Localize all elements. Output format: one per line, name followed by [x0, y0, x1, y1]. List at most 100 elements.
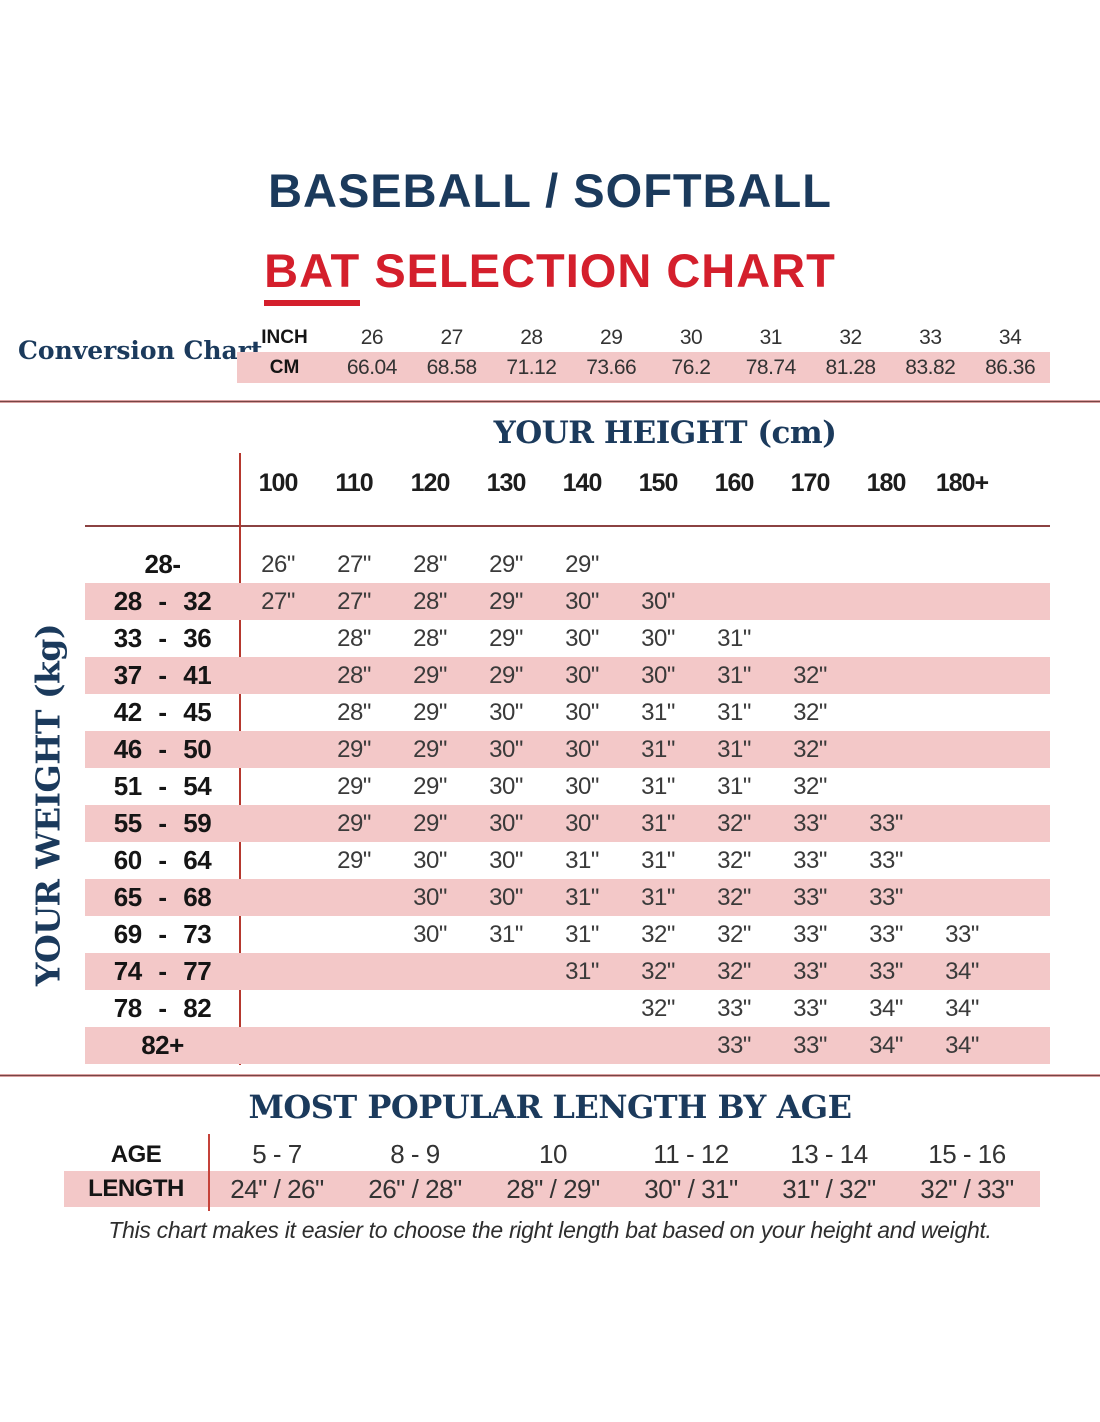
bat-size-cell: 33" [869, 883, 903, 911]
bat-size-cell: 31" [717, 735, 751, 763]
bat-size-cell: 30" [489, 883, 523, 911]
bat-size-cell: 31" [565, 883, 599, 911]
bat-size-cell: 33" [869, 920, 903, 948]
conversion-inch-value: 30 [679, 325, 703, 349]
bat-size-cell: 30" [489, 772, 523, 800]
size-matrix-row: 28- 26" 27" 28" 29" 29" [85, 546, 1050, 583]
bat-size-cell: 34" [945, 994, 979, 1022]
height-column-header: 130 [486, 468, 527, 497]
size-matrix-row: 51 - 54 29" 29" 30" 30" 31" 31" 32" [85, 768, 1050, 805]
bottom-divider-rule [0, 1074, 1100, 1077]
conversion-inch-value: 27 [440, 325, 463, 349]
bat-size-cell: 29" [413, 698, 447, 726]
bat-size-cell: 33" [793, 809, 827, 837]
height-column-header: 140 [562, 468, 603, 497]
bat-size-cell: 31" [641, 772, 675, 800]
page-subtitle: BAT SELECTION CHART [0, 243, 1100, 306]
bat-size-cell: 30" [641, 624, 675, 652]
page-title: BASEBALL / SOFTBALL [268, 164, 832, 217]
bat-size-cell: 30" [565, 698, 599, 726]
size-matrix-row: 69 - 73 30" 31" 31" 32" 32" 33" 33" 33" [85, 916, 1050, 953]
bat-size-cell: 33" [717, 994, 751, 1022]
conversion-cm-value: 76.2 [671, 355, 711, 379]
conversion-chart-label: Conversion Chart [18, 336, 263, 365]
conversion-inch-value: 28 [520, 325, 543, 349]
conversion-cm-value: 81.28 [825, 355, 877, 379]
top-divider-rule [0, 400, 1100, 403]
height-axis-header: YOUR HEIGHT (cm) [493, 415, 837, 451]
bat-size-cell: 33" [793, 994, 827, 1022]
weight-range-label: 33 - 36 [113, 623, 212, 653]
bat-size-cell: 34" [945, 957, 979, 985]
age-length-table: AGE 5 - 7 8 - 9 10 11 - 12 13 - 14 15 - 16 LE… [64, 1138, 1040, 1207]
bat-size-cell: 29" [337, 809, 371, 837]
conversion-cm-row: CM 66.04 68.58 71.12 73.66 76.2 78.74 81.28 83.… [237, 352, 1050, 383]
conversion-inch-value: 29 [600, 325, 623, 349]
bat-size-cell: 32" [641, 920, 675, 948]
bat-size-cell: 30" [565, 661, 599, 689]
bat-size-cell: 30" [565, 587, 599, 615]
bat-size-cell: 30" [641, 661, 675, 689]
length-row: LENGTH 24" / 26" 26" / 28" 28" / 29" 30" / … [64, 1171, 1040, 1207]
bat-size-cell: 32" [793, 661, 827, 689]
bat-size-cell: 28" [413, 624, 447, 652]
size-matrix-rows: 28- 26" 27" 28" 29" 29" 28 - 32 27" 27" 28" 29" 30"… [85, 546, 1050, 1064]
header-underline [85, 525, 1050, 527]
conversion-cm-value: 83.82 [905, 355, 956, 379]
bat-size-cell: 30" [413, 846, 447, 874]
length-value: 24" / 26" [230, 1173, 324, 1204]
height-column-header: 150 [638, 468, 679, 497]
weight-range-label: 28- [144, 549, 181, 579]
conversion-cm-value: 68.58 [426, 355, 478, 379]
bat-size-cell: 33" [945, 920, 979, 948]
conversion-inch-value: 34 [998, 325, 1022, 349]
age-range-value: 8 - 9 [390, 1139, 440, 1169]
height-column-header: 120 [410, 468, 451, 497]
bat-size-cell: 29" [413, 772, 447, 800]
size-matrix-row: 55 - 59 29" 29" 30" 30" 31" 32" 33" 33" [85, 805, 1050, 842]
bat-size-cell: 32" [717, 920, 751, 948]
bat-size-cell: 29" [565, 550, 599, 578]
size-matrix-row: 28 - 32 27" 27" 28" 29" 30" 30" [85, 583, 1050, 620]
age-range-value: 11 - 12 [653, 1139, 729, 1169]
bat-size-cell: 32" [641, 957, 675, 985]
bat-size-cell: 32" [793, 772, 827, 800]
size-matrix-row: 78 - 82 32" 33" 33" 34" 34" [85, 990, 1050, 1027]
bat-size-cell: 30" [489, 846, 523, 874]
bat-size-cell: 27" [337, 550, 371, 578]
bat-size-cell: 29" [337, 735, 371, 763]
bat-size-cell: 31" [641, 883, 675, 911]
bat-size-cell: 32" [717, 809, 751, 837]
bat-size-cell: 26" [261, 550, 295, 578]
bat-size-cell: 29" [337, 846, 371, 874]
bat-size-cell: 32" [717, 957, 751, 985]
height-column-header: 110 [335, 468, 373, 497]
size-matrix-row: 37 - 41 28" 29" 29" 30" 30" 31" 32" [85, 657, 1050, 694]
conversion-inch-row: INCH 26 27 28 29 30 31 32 33 34 [237, 323, 1050, 352]
weight-range-label: 42 - 45 [113, 697, 212, 727]
bat-size-cell: 31" [565, 920, 599, 948]
bat-size-cell: 29" [337, 772, 371, 800]
bat-size-cell: 33" [869, 809, 903, 837]
bat-size-cell: 34" [945, 1031, 979, 1059]
bat-size-cell: 31" [489, 920, 523, 948]
length-value: 31" / 32" [782, 1173, 876, 1204]
conversion-table: INCH 26 27 28 29 30 31 32 33 34 CM 66.04 68.58 71.… [237, 323, 1050, 383]
height-columns-header-row: 100 110 120 130 140 150 160 170 180 180+ [85, 462, 1050, 504]
bat-size-cell: 33" [793, 957, 827, 985]
weight-range-label: 78 - 82 [113, 993, 212, 1023]
bat-size-cell: 31" [717, 661, 751, 689]
bat-size-cell: 30" [413, 920, 447, 948]
weight-range-label: 82+ [141, 1030, 184, 1060]
footer-note: This chart makes it easier to choose the… [108, 1217, 992, 1243]
age-chart-title: MOST POPULAR LENGTH BY AGE [248, 1088, 853, 1126]
weight-range-label: 60 - 64 [113, 845, 212, 875]
bat-size-cell: 33" [869, 846, 903, 874]
bat-size-cell: 33" [869, 957, 903, 985]
bat-size-cell: 31" [717, 624, 751, 652]
bat-size-cell: 28" [413, 587, 447, 615]
conversion-cm-value: 71.12 [506, 355, 557, 379]
length-value: 26" / 28" [368, 1173, 462, 1204]
bat-size-cell: 31" [717, 772, 751, 800]
bat-size-cell: 30" [489, 735, 523, 763]
